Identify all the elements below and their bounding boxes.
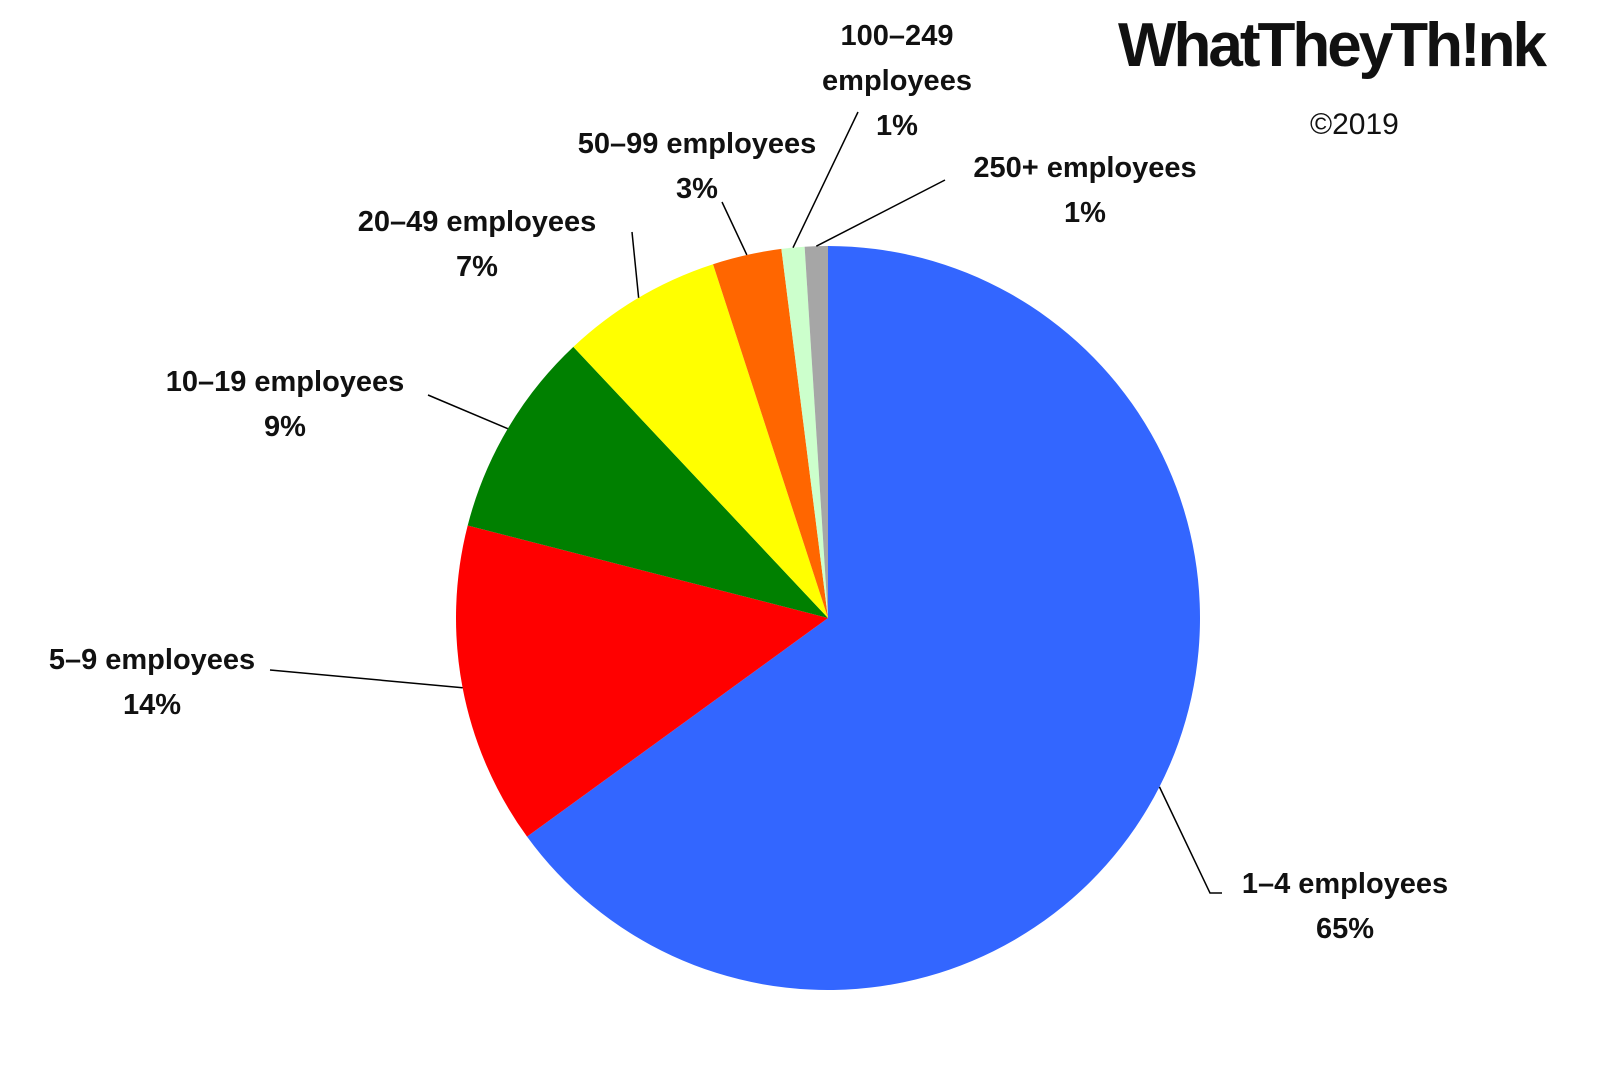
pie-slice bbox=[467, 346, 828, 618]
leader-line bbox=[721, 201, 748, 256]
pie-slice bbox=[527, 246, 1200, 990]
label-value: 7% bbox=[456, 251, 498, 283]
data-label: 1–4 employees 65% bbox=[1195, 862, 1495, 952]
leader-line bbox=[269, 669, 463, 689]
pie-slice bbox=[573, 264, 828, 618]
label-category: 50–99 employees bbox=[577, 128, 817, 160]
data-label: 5–9 employees 14% bbox=[2, 638, 302, 728]
pie-slice bbox=[713, 248, 828, 618]
data-label: 250+ employees 1% bbox=[935, 146, 1235, 236]
pie-slice bbox=[804, 246, 828, 618]
leader-line bbox=[815, 179, 946, 247]
leader-line bbox=[631, 231, 640, 298]
label-value: 9% bbox=[264, 411, 306, 443]
label-category: 100–249 employees bbox=[822, 20, 972, 97]
label-category: 250+ employees bbox=[973, 152, 1197, 184]
data-label: 50–99 employees 3% bbox=[547, 122, 847, 212]
leader-line bbox=[427, 394, 509, 430]
pie-slice bbox=[781, 246, 828, 618]
label-category: 10–19 employees bbox=[165, 366, 405, 398]
copyright: ©2019 bbox=[1310, 108, 1399, 141]
label-value: 1% bbox=[876, 110, 918, 142]
label-value: 65% bbox=[1315, 913, 1375, 945]
data-label: 20–49 employees 7% bbox=[327, 200, 627, 290]
label-value: 14% bbox=[122, 689, 182, 721]
label-category: 20–49 employees bbox=[357, 206, 597, 238]
logo: WhatTheyTh!nk bbox=[1118, 11, 1547, 80]
leader-line bbox=[792, 111, 859, 248]
label-category: 5–9 employees bbox=[48, 644, 256, 676]
label-category: 1–4 employees bbox=[1241, 868, 1449, 900]
data-label: 10–19 employees 9% bbox=[135, 360, 435, 450]
label-value: 1% bbox=[1064, 197, 1106, 229]
pie-slice bbox=[455, 525, 828, 837]
data-label: 100–249 employees 1% bbox=[807, 14, 987, 149]
label-value: 3% bbox=[676, 173, 718, 205]
leader-line bbox=[1158, 786, 1222, 894]
